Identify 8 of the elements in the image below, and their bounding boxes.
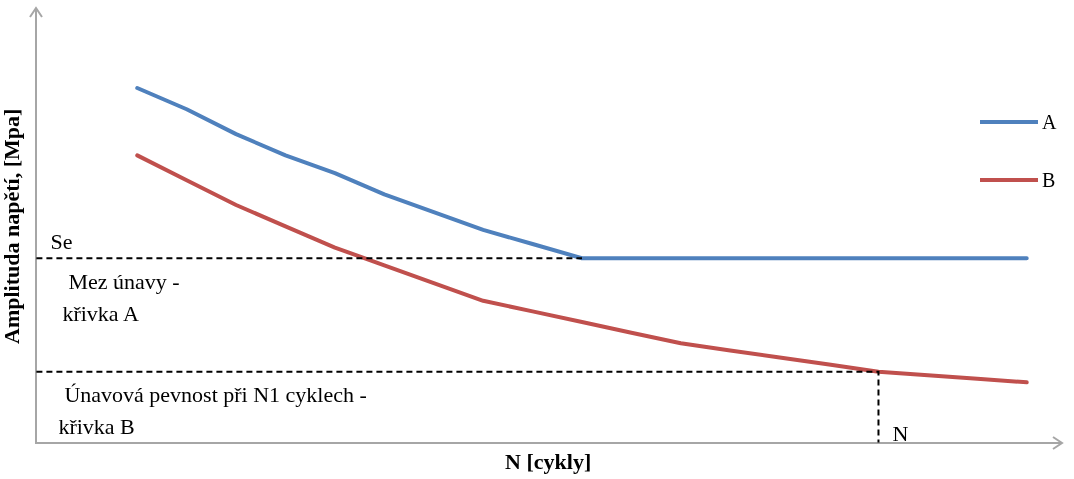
x-axis-title: N [cykly] [505,449,592,475]
annotation: Únavová pevnost při N1 cyklech - křivka B [58,382,367,440]
legend-label: A [1042,110,1057,134]
annotation: Mez únavy - křivka A [62,268,180,326]
ref-line-label: Se [50,228,73,254]
y-axis-title: Amplituda napětí, [Mpa] [0,108,24,344]
legend-label: B [1042,168,1056,192]
ref-line-label: N [892,421,909,447]
